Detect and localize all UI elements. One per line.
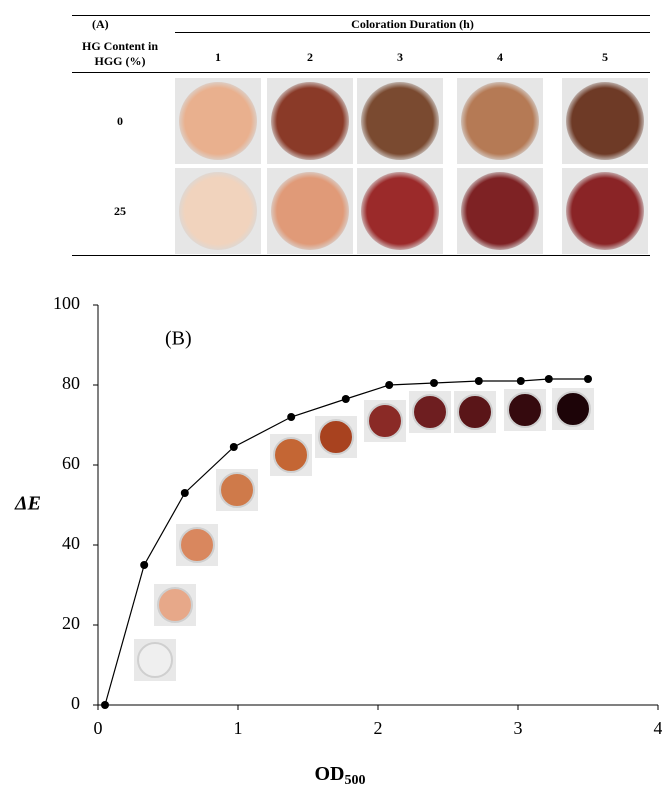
chart: (B) ΔE OD500 0 20 40 60 80 100 0 1 2 3 4 [0, 0, 662, 791]
x-axis-label-main: OD [315, 763, 345, 785]
x-tick-label: 0 [94, 718, 103, 738]
thumbnail-dish [413, 395, 447, 429]
y-tick-label: 20 [62, 613, 80, 633]
point [430, 379, 438, 387]
thumbnail-dish [180, 528, 214, 562]
y-tick-label: 60 [62, 453, 80, 473]
x-axis-label: OD500 [315, 763, 366, 789]
point [342, 395, 350, 403]
thumbnail-dish [220, 473, 254, 507]
x-tick-label: 2 [374, 718, 383, 738]
y-tick-label: 80 [62, 373, 80, 393]
page: (A) Coloration Duration (h) HG Content i… [0, 0, 662, 791]
thumbnail-dish [458, 395, 492, 429]
thumbnail-dish [368, 404, 402, 438]
y-tick-label: 100 [53, 293, 80, 313]
point [181, 489, 189, 497]
thumbnail-dish [158, 588, 192, 622]
panel-label: (B) [165, 328, 192, 350]
point [101, 701, 109, 709]
x-tick-label: 4 [654, 718, 662, 738]
y-axis-label: ΔE [14, 493, 41, 515]
y-tick-label: 40 [62, 533, 80, 553]
point [140, 561, 148, 569]
x-tick-label: 1 [234, 718, 243, 738]
point [545, 375, 553, 383]
thumbnail-dish [138, 643, 172, 677]
y-tick-label: 0 [71, 693, 80, 713]
point [475, 377, 483, 385]
point [230, 443, 238, 451]
thumbnail-dish [508, 393, 542, 427]
thumbnail-dish [556, 392, 590, 426]
point [385, 381, 393, 389]
point [287, 413, 295, 421]
point [517, 377, 525, 385]
thumbnail-dish [319, 420, 353, 454]
x-axis-label-sub: 500 [345, 773, 366, 788]
thumbnail-dish [274, 438, 308, 472]
point [584, 375, 592, 383]
x-tick-label: 3 [514, 718, 523, 738]
